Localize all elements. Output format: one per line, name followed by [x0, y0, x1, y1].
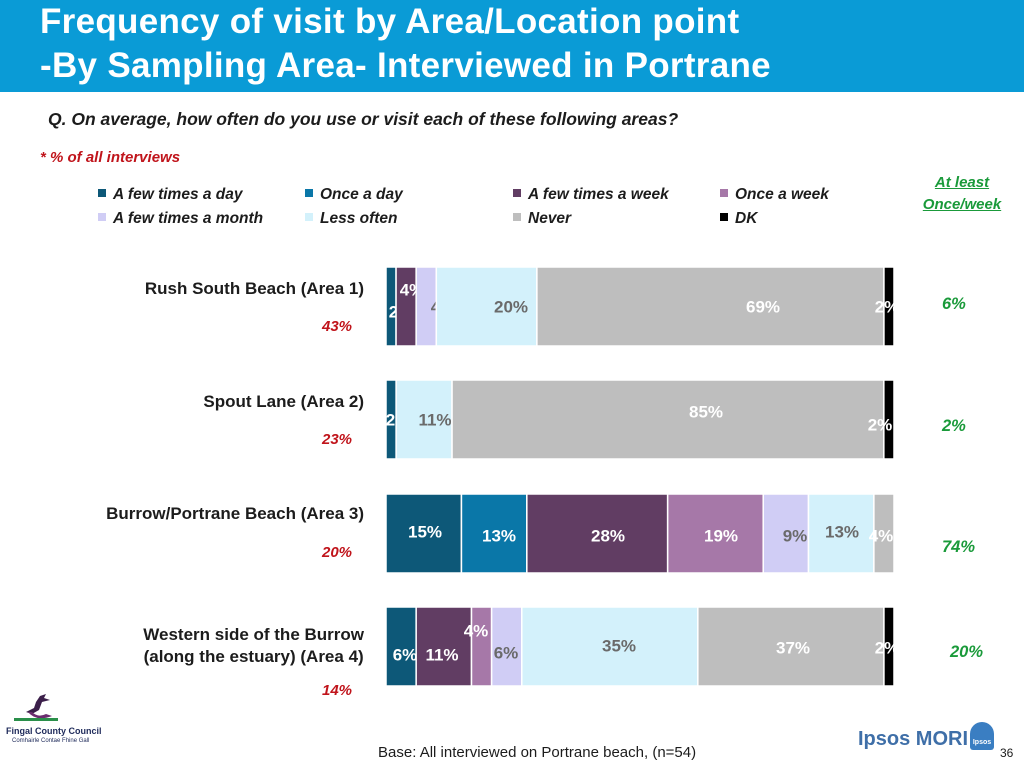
- bar-segment: [883, 379, 895, 460]
- data-label: 85%: [689, 402, 723, 421]
- bar-segment: [435, 266, 538, 347]
- bar-segment: [385, 493, 463, 574]
- data-label: 2%: [875, 638, 900, 657]
- bar-segment: [395, 379, 453, 460]
- category-label-line: (along the estuary) (Area 4): [143, 647, 364, 666]
- slide-title-line-1: Frequency of visit by Area/Location poin…: [40, 2, 740, 41]
- legend-label: Less often: [320, 210, 398, 227]
- legend-label: Once a day: [320, 186, 403, 203]
- data-label: 37%: [776, 638, 810, 657]
- title-bar: Frequency of visit by Area/Location poin…: [0, 0, 1024, 92]
- legend-swatch: [513, 213, 521, 221]
- legend-item: A few times a day: [98, 186, 243, 204]
- category-label: Western side of the Burrow (along the est…: [143, 624, 364, 668]
- legend-label: Once a week: [735, 186, 829, 203]
- bird-emblem-icon: [14, 694, 58, 721]
- bar-segment: [415, 606, 473, 687]
- legend-swatch: [98, 213, 106, 221]
- legend-label: Never: [528, 210, 572, 227]
- interview-share: 14%: [322, 682, 353, 699]
- data-label: 28%: [591, 526, 625, 545]
- base-note: * % of all interviews: [40, 149, 181, 166]
- data-label: 15%: [408, 522, 442, 541]
- bar-segment: [526, 493, 669, 574]
- data-label: 4%: [464, 621, 489, 640]
- category-label: Burrow/Portrane Beach (Area 3): [106, 503, 364, 525]
- at-least-once-week-header: At least Once/week: [904, 172, 1020, 216]
- bar-segment: [536, 266, 885, 347]
- category-label-line: Western side of the Burrow: [143, 625, 364, 644]
- legend-swatch: [513, 189, 521, 197]
- legend-item: DK: [720, 210, 757, 228]
- legend-label: A few times a week: [528, 186, 669, 203]
- bar-segment: [807, 493, 875, 574]
- legend-label: A few times a month: [113, 210, 264, 227]
- header-line-2: Once/week: [922, 196, 1002, 213]
- data-label: 20%: [494, 297, 528, 316]
- bar-segment: [470, 606, 493, 687]
- legend-swatch: [720, 213, 728, 221]
- legend-item: Less often: [305, 210, 398, 228]
- bar-segment: [460, 493, 528, 574]
- page-number: 36: [1000, 746, 1014, 760]
- bar-segment: [762, 493, 810, 574]
- fcc-logo-subtext: Comhairle Contae Fhine Gall: [12, 738, 90, 744]
- at-least-once-week-value: 20%: [950, 643, 984, 661]
- header-line-1: At least: [934, 174, 990, 191]
- data-label: 6%: [494, 643, 519, 662]
- legend-swatch: [305, 189, 313, 197]
- legend-item: A few times a week: [513, 186, 669, 204]
- data-label: 2%: [868, 415, 893, 434]
- category-label-line: Burrow/Portrane Beach (Area 3): [106, 504, 364, 523]
- bar-segment: [395, 266, 417, 347]
- interview-share: 20%: [322, 544, 353, 561]
- legend-item: Once a week: [720, 186, 829, 204]
- data-label: 13%: [482, 526, 516, 545]
- ipsos-mark-icon: Ipsos: [970, 722, 994, 750]
- interview-share: 23%: [322, 431, 353, 448]
- interview-share: 43%: [322, 318, 353, 335]
- legend-swatch: [720, 189, 728, 197]
- survey-question: Q. On average, how often do you use or v…: [48, 109, 679, 129]
- legend-item: Once a day: [305, 186, 403, 204]
- legend-item: A few times a month: [98, 210, 263, 228]
- base-footnote: Base: All interviewed on Portrane beach,…: [378, 744, 697, 761]
- bar-segment: [883, 266, 895, 347]
- category-label-line: Rush South Beach (Area 1): [144, 279, 364, 298]
- bar-segment: [521, 606, 699, 687]
- ipsos-logo-text: Ipsos MORI: [858, 728, 969, 750]
- data-label: 4%: [869, 526, 894, 545]
- category-label: Rush South Beach (Area 1): [145, 278, 364, 300]
- legend-swatch: [98, 189, 106, 197]
- legend-label: DK: [735, 210, 758, 227]
- bar-segment: [697, 606, 885, 687]
- bar-segment: [873, 493, 895, 574]
- at-least-once-week-value: 2%: [942, 417, 966, 435]
- data-label: 11%: [418, 410, 451, 429]
- category-label: Spout Lane (Area 2): [203, 391, 364, 413]
- data-label: 2%: [875, 297, 900, 316]
- fingal-county-council-logo: Fingal County Council Comhairle Contae F…: [6, 692, 116, 746]
- legend-item: Never: [513, 210, 571, 228]
- ipsos-mori-logo: Ipsos MORI Ipsos: [858, 722, 998, 760]
- data-label: 9%: [783, 526, 808, 545]
- data-label: 13%: [825, 522, 859, 541]
- legend-swatch: [305, 213, 313, 221]
- data-label: 35%: [602, 636, 636, 655]
- at-least-once-week-value: 6%: [942, 295, 966, 313]
- ipsos-mark-text: Ipsos: [972, 739, 992, 746]
- at-least-once-week-value: 74%: [942, 538, 976, 556]
- data-label: 6%: [393, 645, 418, 664]
- bar-segment: [883, 606, 895, 687]
- data-label: 11%: [425, 645, 458, 664]
- category-label-line: Spout Lane (Area 2): [203, 392, 364, 411]
- legend-label: A few times a day: [113, 186, 243, 203]
- bar-segment: [451, 379, 885, 460]
- fcc-logo-text: Fingal County Council: [6, 726, 102, 736]
- slide-title-line-2: -By Sampling Area- Interviewed in Portra…: [40, 46, 771, 85]
- data-label: 69%: [746, 297, 780, 316]
- data-label: 19%: [704, 526, 738, 545]
